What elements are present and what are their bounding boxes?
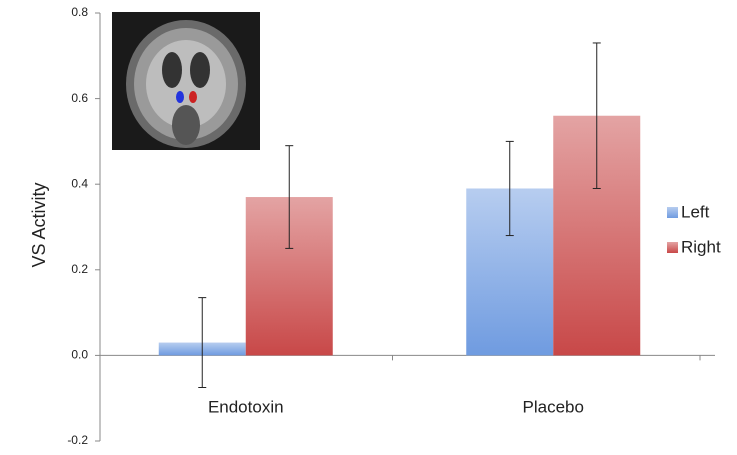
legend-label: Right (681, 237, 721, 256)
brain-inset (112, 12, 260, 150)
x-tick-label: Endotoxin (208, 397, 284, 416)
y-tick-label: 0.6 (71, 91, 88, 105)
legend-swatch (667, 207, 678, 218)
y-tick-label: -0.2 (67, 433, 88, 447)
y-axis-label: VS Activity (29, 182, 49, 267)
y-tick-label: 0.2 (71, 262, 88, 276)
y-tick-label: 0.4 (71, 176, 88, 190)
x-tick-label: Placebo (523, 397, 584, 416)
legend-swatch (667, 242, 678, 253)
chart: VS Activity -0.2 0.0 0.2 0.4 0.6 0.8 Endotoxin… (0, 0, 737, 455)
legend-label: Left (681, 202, 710, 221)
y-tick-label: 0.8 (71, 5, 88, 19)
y-tick-label: 0.0 (71, 348, 88, 362)
